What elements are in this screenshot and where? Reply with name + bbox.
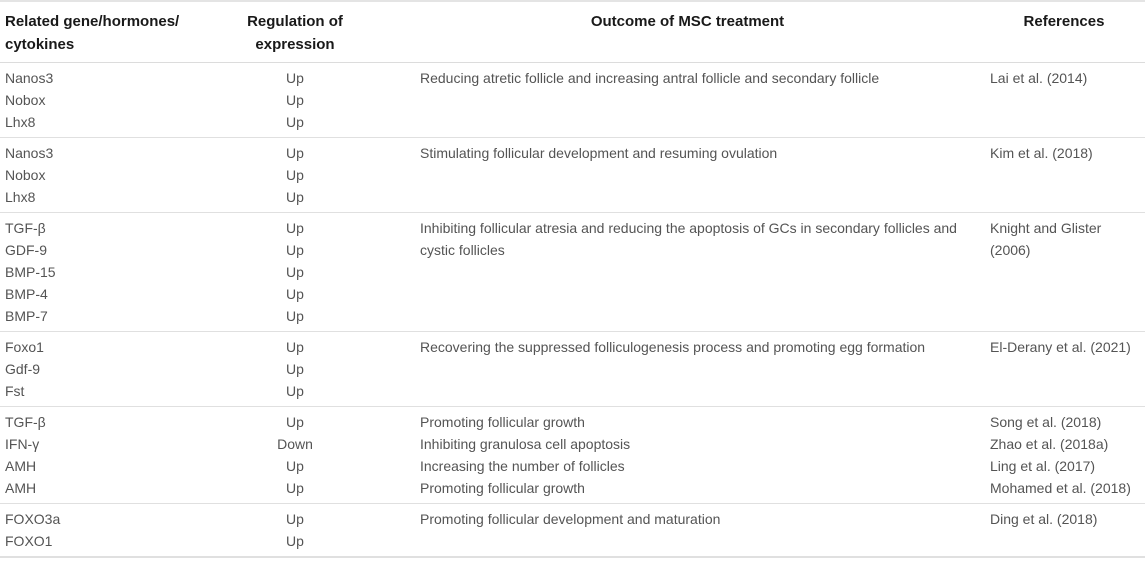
genes-cell: Nanos3 Nobox Lhx8 [0, 142, 240, 208]
reference-citation: El-Derany et al. (2021) [990, 339, 1131, 355]
gene-name: Foxo1 [5, 339, 44, 355]
gene-name: AMH [5, 480, 37, 496]
gene-name: Fst [5, 383, 25, 399]
gene-name: Nobox [5, 92, 46, 108]
regulation-value: Up [286, 167, 304, 183]
outcomes-cell: Stimulating follicular development and r… [350, 142, 985, 208]
regulation-cell: Up Down Up Up [240, 411, 350, 499]
regulation-value: Up [286, 308, 304, 324]
outcome-text: Reducing atretic follicle and increasing… [420, 70, 880, 86]
outcome-text: Promoting follicular growth [420, 414, 585, 430]
regulation-cell: Up Up Up Up Up [240, 217, 350, 327]
regulation-cell: Up Up Up [240, 336, 350, 402]
header-regulation-column: Regulation of expression [247, 13, 343, 53]
table-body: Nanos3 Nobox Lhx8 Up Up Up Reducing atretic fo… [0, 63, 1145, 556]
gene-name: BMP-4 [5, 286, 48, 302]
gene-name: TGF-β [5, 414, 46, 430]
outcome-text: Inhibiting granulosa cell apoptosis [420, 436, 631, 452]
regulation-value: Down [277, 436, 313, 452]
gene-name: Gdf-9 [5, 361, 41, 377]
table-row: TGF-β IFN-γ AMH AMH Up Down Up Up Promoting foll… [0, 407, 1145, 504]
gene-name: BMP-15 [5, 264, 56, 280]
reference-citation: Zhao et al. (2018a) [990, 436, 1109, 452]
regulation-value: Up [286, 264, 304, 280]
regulation-value: Up [286, 480, 304, 496]
genes-cell: FOXO3a FOXO1 [0, 508, 240, 552]
outcome-text: Recovering the suppressed folliculogenes… [420, 339, 926, 355]
regulation-value: Up [286, 286, 304, 302]
regulation-cell: Up Up Up [240, 142, 350, 208]
gene-name: Nanos3 [5, 70, 54, 86]
table-header-row: Related gene/hormones/ cytokines Regulat… [0, 2, 1145, 63]
gene-name: TGF-β [5, 220, 46, 236]
outcome-text: Promoting follicular growth [420, 480, 585, 496]
references-cell: Lai et al. (2014) [985, 67, 1145, 133]
reference-citation: Song et al. (2018) [990, 414, 1102, 430]
genes-cell: Foxo1 Gdf-9 Fst [0, 336, 240, 402]
table-row: Nanos3 Nobox Lhx8 Up Up Up Reducing atretic fo… [0, 63, 1145, 138]
outcome-text: Inhibiting follicular atresia and reduci… [420, 220, 957, 258]
references-cell: El-Derany et al. (2021) [985, 336, 1145, 402]
outcome-text: Increasing the number of follicles [420, 458, 625, 474]
reference-citation: Lai et al. (2014) [990, 70, 1088, 86]
header-references-column: References [1023, 13, 1105, 30]
reference-citation: Mohamed et al. (2018) [990, 480, 1131, 496]
gene-name: Lhx8 [5, 189, 36, 205]
regulation-value: Up [286, 339, 304, 355]
table-row: Nanos3 Nobox Lhx8 Up Up Up Stimulating follicu… [0, 138, 1145, 213]
outcomes-cell: Recovering the suppressed folliculogenes… [350, 336, 985, 402]
references-cell: Knight and Glister (2006) [985, 217, 1145, 327]
regulation-value: Up [286, 533, 304, 549]
regulation-cell: Up Up [240, 508, 350, 552]
gene-name: AMH [5, 458, 37, 474]
outcome-text: Stimulating follicular development and r… [420, 145, 778, 161]
genes-cell: Nanos3 Nobox Lhx8 [0, 67, 240, 133]
regulation-value: Up [286, 114, 304, 130]
regulation-value: Up [286, 458, 304, 474]
outcomes-cell: Reducing atretic follicle and increasing… [350, 67, 985, 133]
table-row: Foxo1 Gdf-9 Fst Up Up Up Recovering the suppre… [0, 332, 1145, 407]
gene-name: BMP-7 [5, 308, 48, 324]
outcomes-cell: Promoting follicular development and mat… [350, 508, 985, 552]
gene-name: FOXO1 [5, 533, 53, 549]
header-outcome-column: Outcome of MSC treatment [590, 13, 785, 30]
outcomes-cell: Promoting follicular growth Inhibiting gr… [350, 411, 985, 499]
header-gene-column: Related gene/hormones/ cytokines [5, 13, 180, 53]
genes-cell: TGF-β GDF-9 BMP-15 BMP-4 BMP-7 [0, 217, 240, 327]
regulation-value: Up [286, 145, 304, 161]
references-cell: Kim et al. (2018) [985, 142, 1145, 208]
regulation-value: Up [286, 511, 304, 527]
regulation-value: Up [286, 189, 304, 205]
gene-name: IFN-γ [5, 436, 40, 452]
genes-cell: TGF-β IFN-γ AMH AMH [0, 411, 240, 499]
reference-citation: Ding et al. (2018) [990, 511, 1098, 527]
reference-citation: Kim et al. (2018) [990, 145, 1093, 161]
gene-name: FOXO3a [5, 511, 61, 527]
gene-name: GDF-9 [5, 242, 47, 258]
regulation-value: Up [286, 242, 304, 258]
reference-citation: Knight and Glister (2006) [990, 220, 1102, 258]
references-cell: Ding et al. (2018) [985, 508, 1145, 552]
regulation-value: Up [286, 92, 304, 108]
gene-name: Lhx8 [5, 114, 36, 130]
regulation-value: Up [286, 70, 304, 86]
outcome-text: Promoting follicular development and mat… [420, 511, 721, 527]
table-row: FOXO3a FOXO1 Up Up Promoting follicular deve… [0, 504, 1145, 556]
regulation-value: Up [286, 361, 304, 377]
regulation-value: Up [286, 414, 304, 430]
regulation-value: Up [286, 220, 304, 236]
outcomes-cell: Inhibiting follicular atresia and reduci… [350, 217, 985, 327]
gene-name: Nobox [5, 167, 46, 183]
reference-citation: Ling et al. (2017) [990, 458, 1096, 474]
table-row: TGF-β GDF-9 BMP-15 BMP-4 BMP-7 Up Up Up Up Up Inhi… [0, 213, 1145, 332]
regulation-value: Up [286, 383, 304, 399]
gene-name: Nanos3 [5, 145, 54, 161]
regulation-cell: Up Up Up [240, 67, 350, 133]
references-cell: Song et al. (2018) Zhao et al. (2018a) Lin… [985, 411, 1145, 499]
